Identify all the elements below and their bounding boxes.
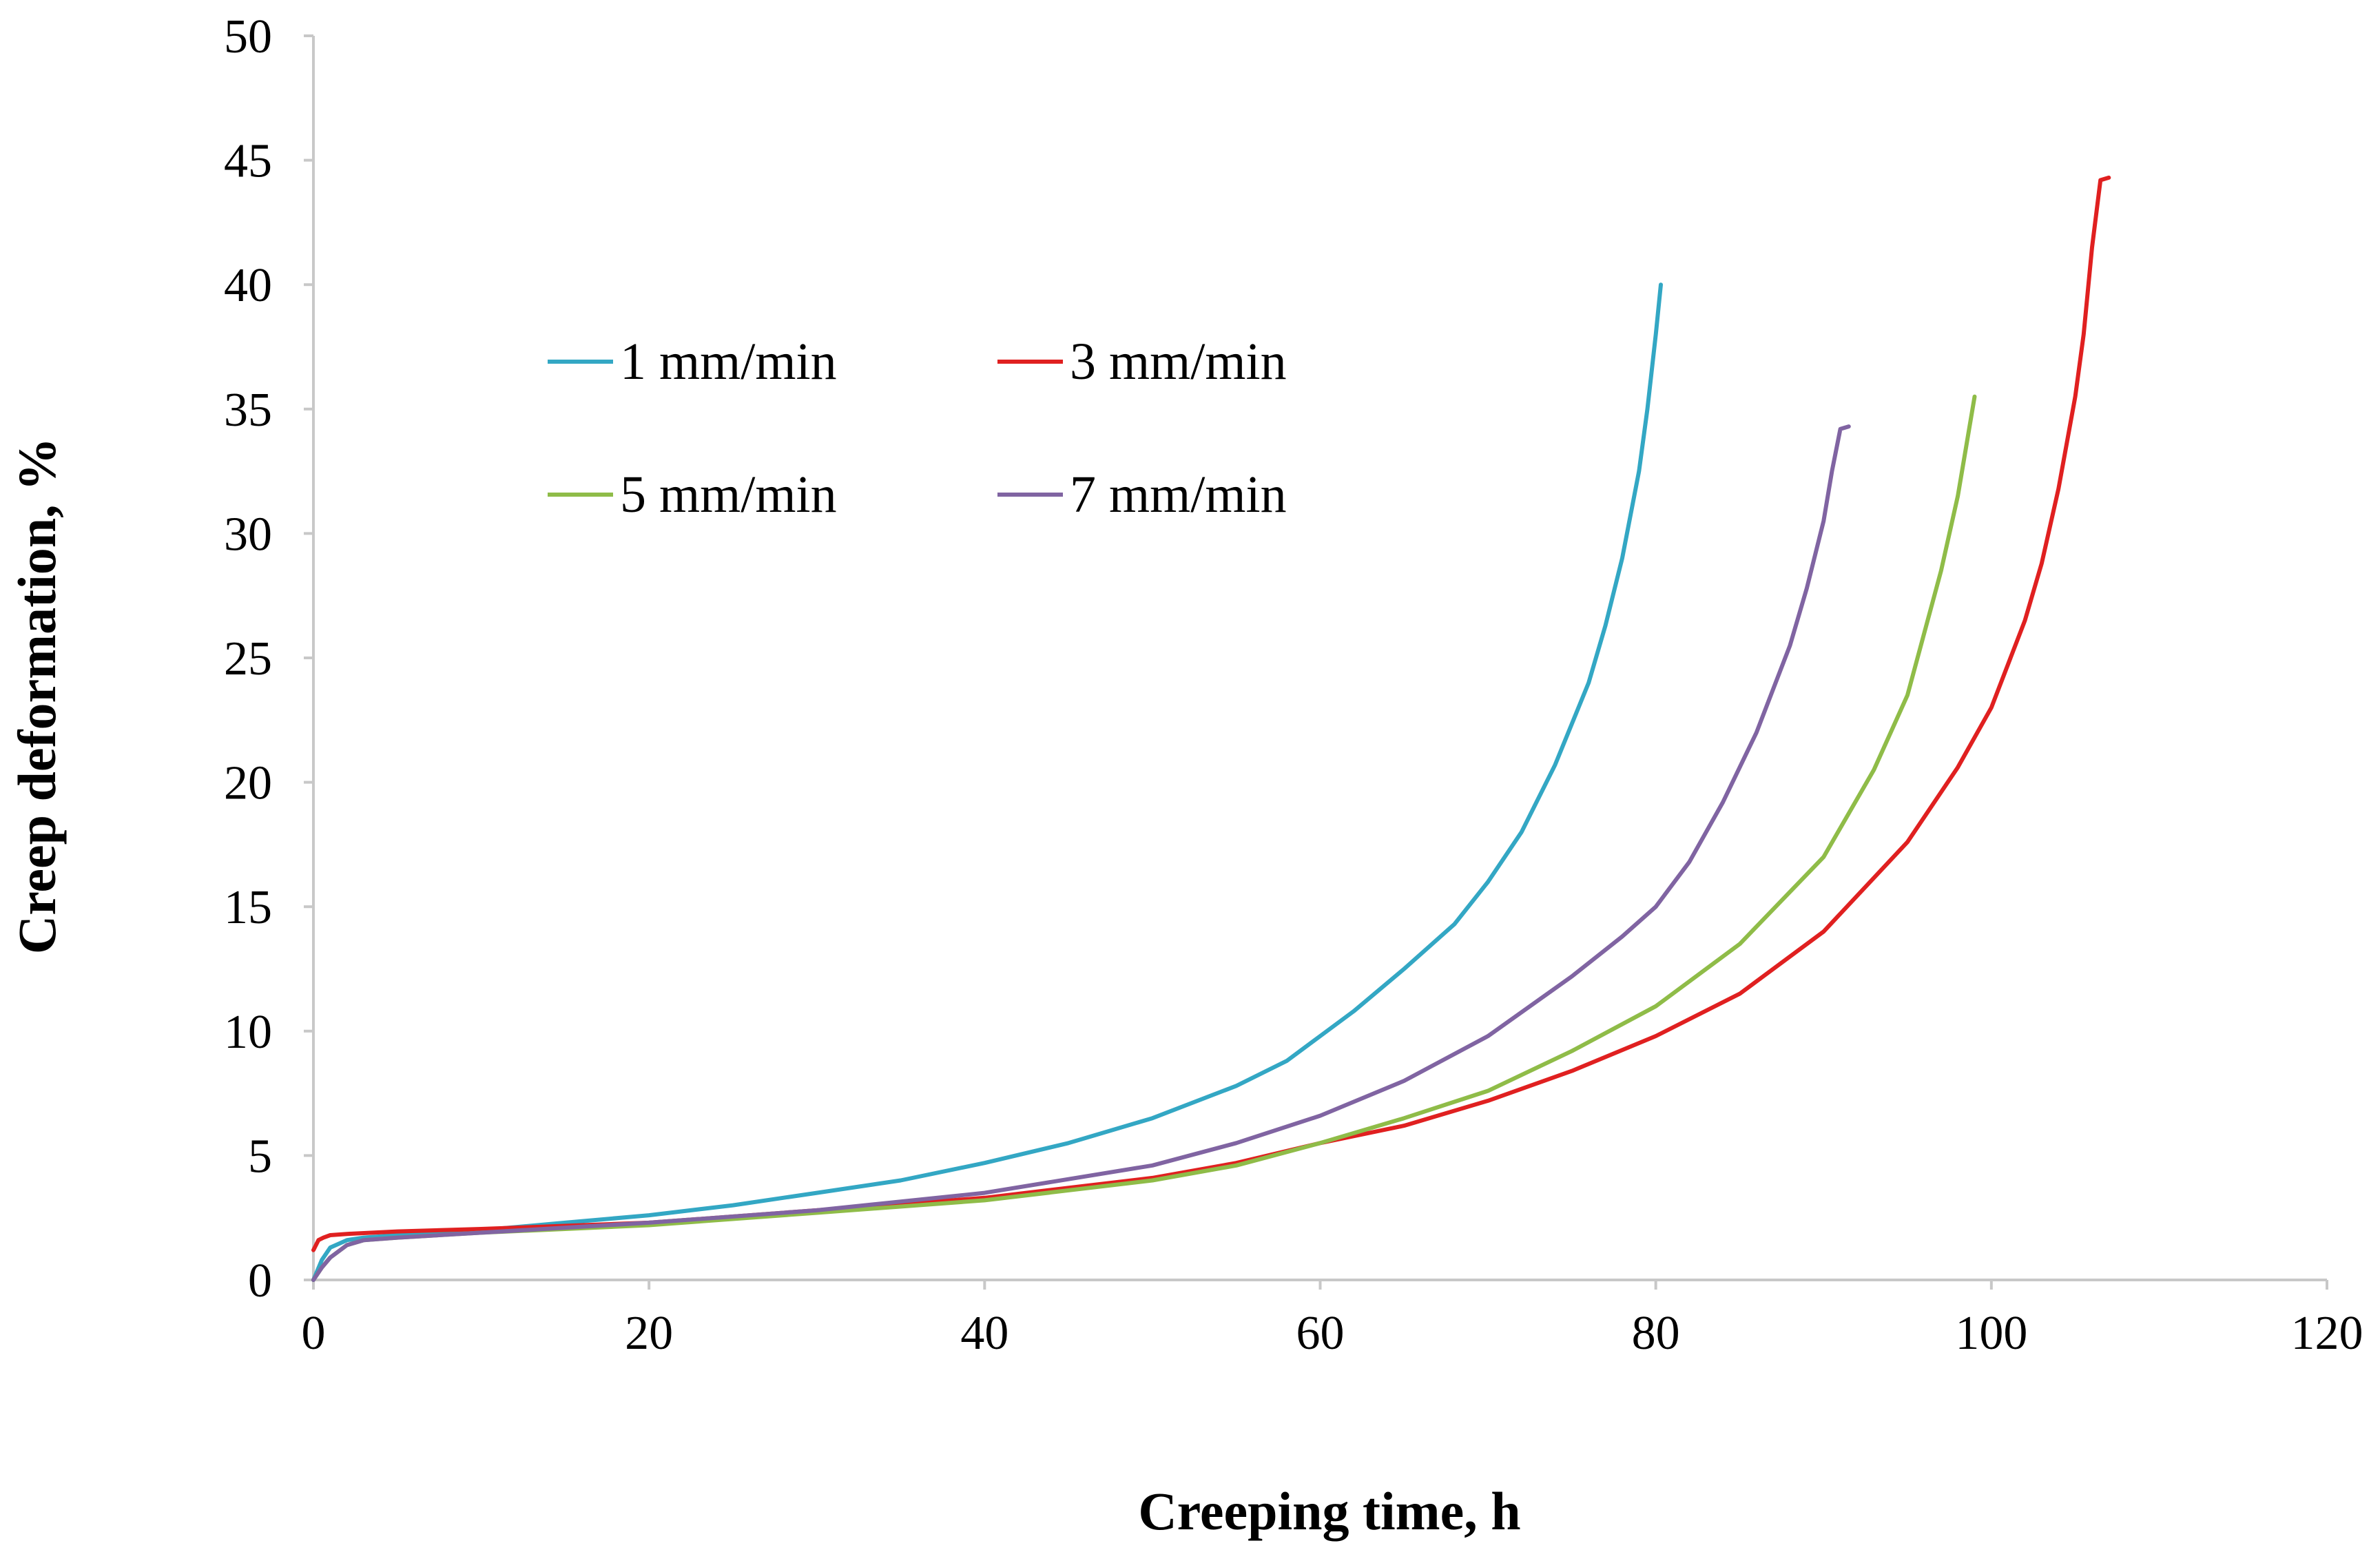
series-line-5-mm-min [311, 394, 1977, 1282]
x-tick-label: 20 [625, 1307, 673, 1360]
legend-label-1-mm-min: 1 mm/min [620, 333, 837, 391]
y-tick-label: 20 [224, 757, 272, 810]
x-tick-label: 40 [960, 1307, 1008, 1360]
y-tick-label: 35 [224, 384, 272, 437]
y-tick-label: 5 [248, 1130, 272, 1183]
y-tick-label: 15 [224, 881, 272, 934]
axes [312, 36, 2327, 1281]
y-tick-label: 0 [248, 1254, 272, 1307]
series-line-1-mm-min [311, 282, 1663, 1282]
series-lines [311, 175, 2111, 1282]
legend-label-3-mm-min: 3 mm/min [1070, 333, 1287, 391]
x-tick-label: 60 [1296, 1307, 1345, 1360]
y-axis-ticks: 0 5 10 15 20 25 30 35 40 45 50 [224, 10, 313, 1307]
legend-label-7-mm-min: 7 mm/min [1070, 466, 1287, 524]
x-tick-label: 0 [302, 1307, 326, 1360]
y-tick-label: 50 [224, 10, 272, 63]
y-tick-label: 10 [224, 1006, 272, 1059]
x-tick-label: 120 [2291, 1307, 2363, 1360]
legend-label-5-mm-min: 5 mm/min [620, 466, 837, 524]
series-line-7-mm-min [311, 424, 1851, 1282]
x-tick-label: 80 [1632, 1307, 1680, 1360]
x-tick-label: 100 [1955, 1307, 2027, 1360]
y-tick-label: 30 [224, 508, 272, 561]
y-tick-label: 25 [224, 632, 272, 685]
legend: 1 mm/min 3 mm/min 5 mm/min 7 mm/min [548, 333, 1287, 524]
x-axis-ticks: 0 20 40 60 80 100 120 [302, 1280, 2363, 1360]
y-tick-label: 45 [224, 135, 272, 188]
x-axis-title: Creeping time, h [1138, 1481, 1520, 1541]
series-line-3-mm-min [311, 175, 2111, 1252]
y-tick-label: 40 [224, 259, 272, 312]
y-axis-title: Creep deformation, % [7, 437, 67, 954]
